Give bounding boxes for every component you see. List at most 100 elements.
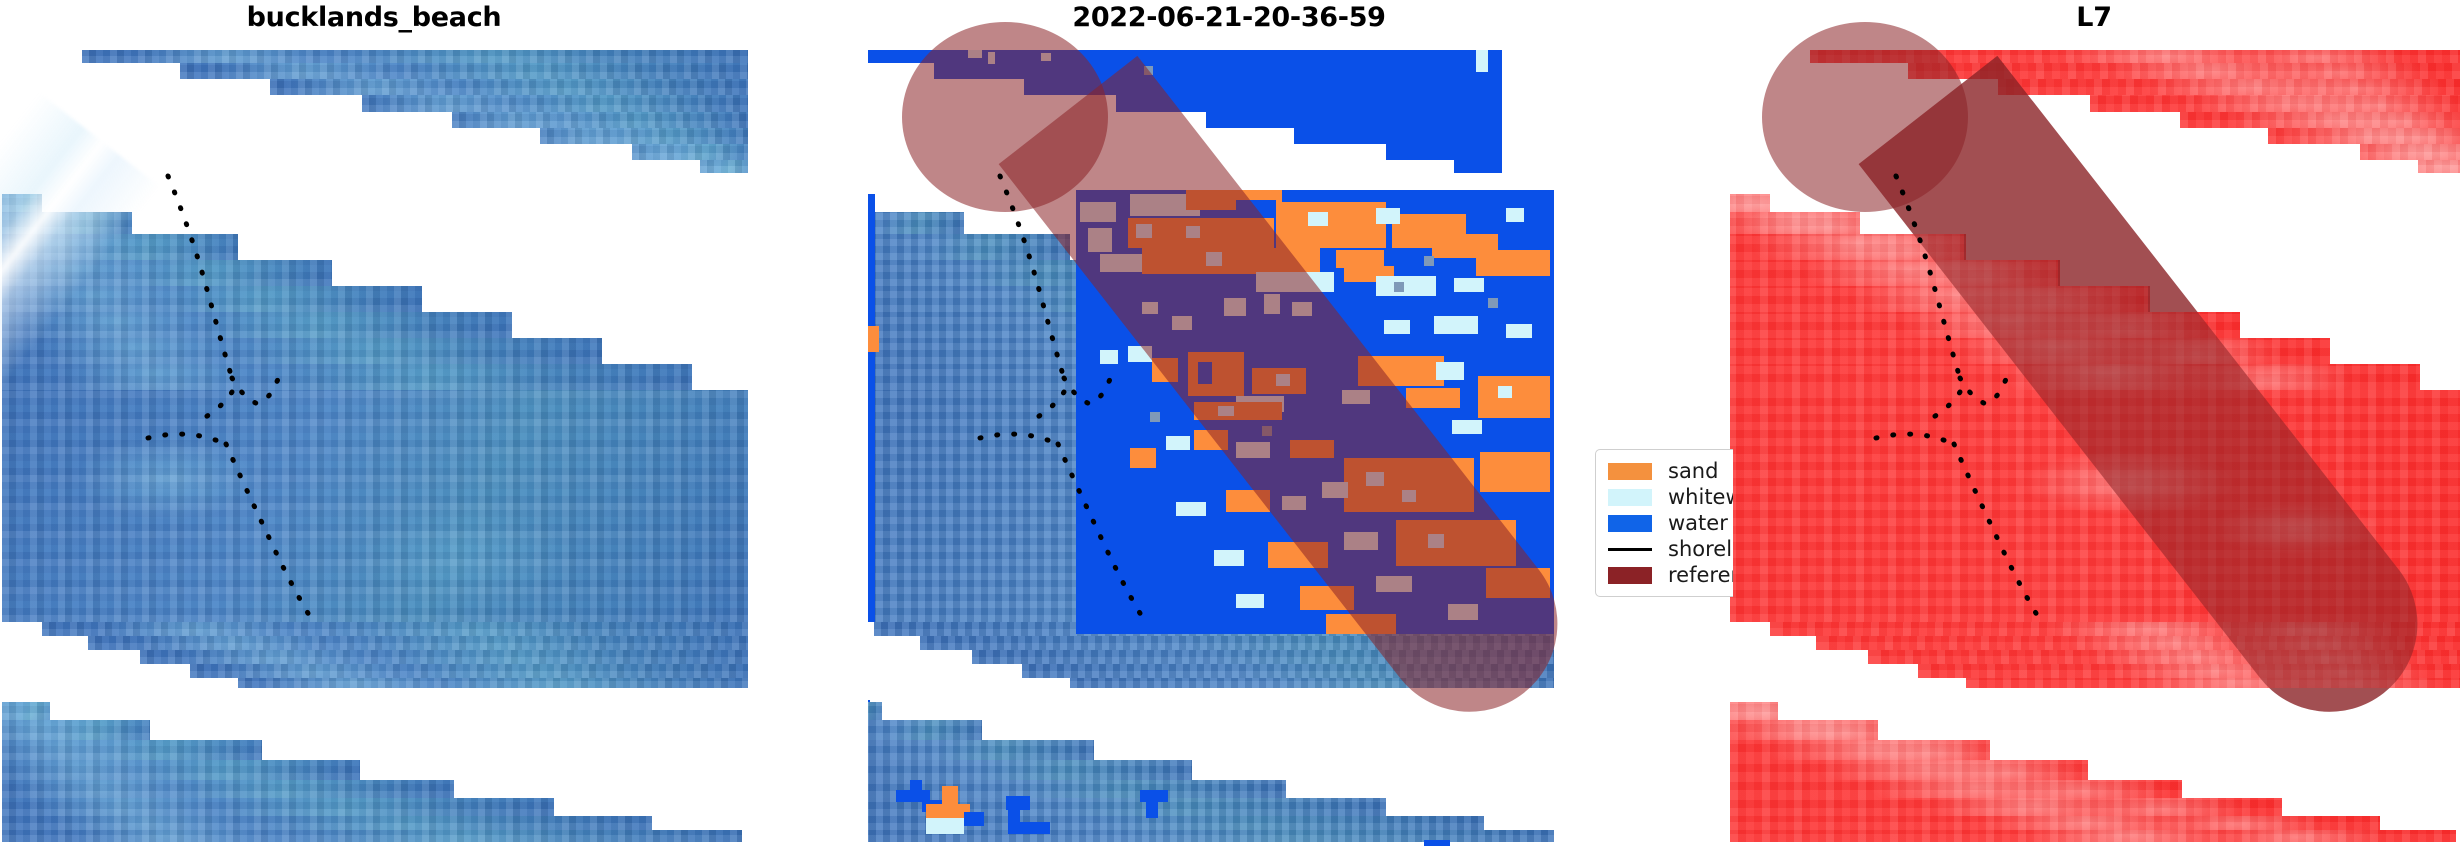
legend-swatch-shoreline xyxy=(1608,547,1652,551)
scene-strip xyxy=(2360,144,2460,160)
panel-rgb-composite[interactable]: bucklands_beach xyxy=(0,0,748,846)
class-pixel-water xyxy=(910,780,922,802)
class-pixel-water xyxy=(1006,796,1030,810)
scene-strip-lower xyxy=(1730,740,1990,760)
class-pixel-whitewater xyxy=(988,52,995,64)
panel-classified-image[interactable]: 2022-06-21-20-36-59 xyxy=(868,0,1590,846)
scene-strip-lower xyxy=(1730,702,1778,720)
legend-label-whitewater: whitewater xyxy=(1668,485,1786,509)
scene-strip-lower xyxy=(2,720,150,740)
scene-strip xyxy=(540,128,748,144)
legend[interactable]: sand whitewater water shoreline referenc… xyxy=(1595,449,1947,597)
class-pixel-water xyxy=(1020,822,1050,834)
scene-strip xyxy=(1816,636,2460,650)
scene-strip xyxy=(1730,364,2420,390)
scene-strip-lower xyxy=(2,780,454,798)
scene-strip xyxy=(632,144,748,160)
scene-strip-lower xyxy=(2,740,262,760)
legend-label-sand: sand xyxy=(1668,459,1719,483)
classification-mosaic xyxy=(1076,190,1554,634)
panel-index-image[interactable]: L7 xyxy=(1728,0,2460,846)
raster-stage-classified xyxy=(868,0,1590,846)
class-strip-water xyxy=(1116,95,1502,112)
scene-strip xyxy=(238,678,748,688)
scene-strip-lower xyxy=(868,830,1554,842)
scene-strip xyxy=(180,63,748,79)
scene-strip xyxy=(1770,622,2460,636)
scene-strip xyxy=(2090,95,2460,112)
scene-strip-lower xyxy=(1730,816,2380,830)
class-pixel-other xyxy=(1144,66,1153,75)
scene-strip-lower xyxy=(2,798,554,816)
scene-strip-lower xyxy=(868,720,982,740)
legend-item-buffer[interactable]: reference shoreline buffer xyxy=(1608,562,1940,588)
scene-strip xyxy=(1918,664,2460,678)
scene-body xyxy=(2,390,748,622)
scene-strip xyxy=(1966,678,2460,688)
class-pixel-whitewater xyxy=(1041,53,1051,61)
scene-strip xyxy=(1730,260,2060,286)
scene-strip xyxy=(1022,664,1554,678)
scene-strip xyxy=(1908,63,2460,79)
scene-strip xyxy=(190,664,748,678)
scene-strip xyxy=(1070,678,1554,688)
class-strip-water xyxy=(868,50,1502,63)
scene-strip xyxy=(2,338,602,364)
scene-strip-lower xyxy=(1730,798,2282,816)
scene-strip-lower xyxy=(2,816,652,830)
scene-strip xyxy=(1868,650,2460,664)
class-pixel-water xyxy=(964,812,984,826)
scene-strip xyxy=(140,650,748,664)
scene-strip-lower xyxy=(2,760,360,780)
scene-strip-lower xyxy=(868,702,882,720)
scene-strip xyxy=(1810,50,2460,63)
scene-strip-lower xyxy=(868,798,1386,816)
legend-label-shoreline: shoreline xyxy=(1668,537,1765,561)
class-pixel-water xyxy=(1008,810,1020,834)
legend-label-buffer: reference shoreline buffer xyxy=(1668,563,1941,587)
class-strip-water xyxy=(1386,144,1502,160)
scene-strip-lower xyxy=(1730,830,2456,842)
scene-strip-lower xyxy=(1730,760,2088,780)
scene-strip xyxy=(2,312,512,338)
legend-label-water: water xyxy=(1668,511,1728,535)
legend-item-shoreline[interactable]: shoreline xyxy=(1608,536,1936,562)
scene-strip xyxy=(1730,286,2150,312)
scene-strip-lower xyxy=(1730,720,1878,740)
scene-strip-lower xyxy=(868,780,1286,798)
scene-strip xyxy=(2418,160,2460,173)
scene-strip-lower xyxy=(2,702,50,720)
scene-strip xyxy=(42,622,748,636)
class-strip-water xyxy=(1454,160,1502,173)
scene-strip xyxy=(700,160,748,173)
scene-strip xyxy=(1730,312,2240,338)
class-strip-water xyxy=(934,63,1502,79)
legend-item-whitewater[interactable]: whitewater xyxy=(1608,484,1936,510)
class-strip-water xyxy=(1294,128,1502,144)
class-pixel-whitewater xyxy=(968,50,982,58)
scene-strip xyxy=(2268,128,2460,144)
class-pixel-whitewater xyxy=(926,818,964,834)
scene-strip-lower xyxy=(868,760,1192,780)
scene-strip xyxy=(868,234,1070,260)
class-pixel-sand xyxy=(926,804,970,818)
legend-swatch-sand xyxy=(1608,462,1652,480)
class-pixel-water xyxy=(1424,840,1450,846)
scene-strip-lower xyxy=(1730,780,2182,798)
scene-strip xyxy=(868,212,964,234)
class-edge-water xyxy=(868,194,875,622)
legend-item-sand[interactable]: sand xyxy=(1608,458,1936,484)
scene-strip xyxy=(2180,112,2460,128)
class-strip-water xyxy=(1024,79,1502,95)
scene-strip xyxy=(82,50,748,63)
scene-strip xyxy=(452,112,748,128)
scene-strip xyxy=(972,650,1554,664)
raster-stage-rgb xyxy=(0,0,748,846)
scene-strip xyxy=(270,79,748,95)
raster-stage-nir xyxy=(1728,0,2460,846)
class-pixel-water xyxy=(1140,790,1168,802)
scene-strip xyxy=(88,636,748,650)
legend-item-water[interactable]: water xyxy=(1608,510,1936,536)
class-pixel-water xyxy=(1146,800,1158,818)
